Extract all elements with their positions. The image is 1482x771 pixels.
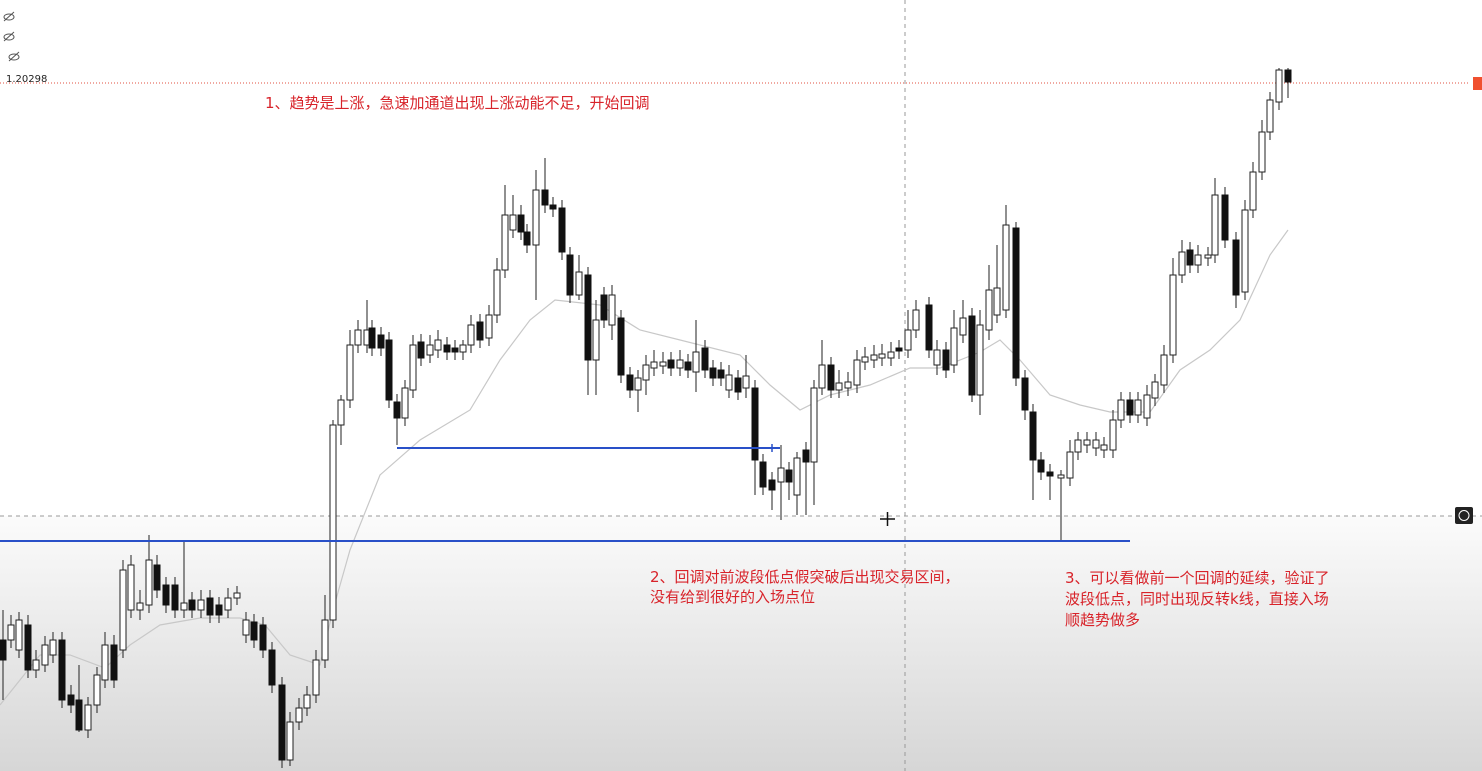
- price-tag: [1473, 77, 1482, 90]
- annotation-line: 没有给到很好的入场点位: [650, 588, 815, 606]
- cursor: [880, 512, 895, 526]
- price-label: 1.20298: [6, 74, 47, 85]
- candle-bodies-down: [0, 69, 1292, 761]
- crosshair-button-icon: [1458, 510, 1470, 521]
- annotation-line: 波段低点，同时出现反转k线，直接入场: [1065, 590, 1329, 608]
- crosshair-button[interactable]: [1455, 507, 1473, 524]
- visibility-icons: [3, 11, 20, 62]
- annotation-line: 2、回调对前波段低点假突破后出现交易区间，: [650, 568, 960, 586]
- annotation-line: 1、趋势是上涨，急速加通道出现上涨动能不足，开始回调: [265, 94, 650, 112]
- selection-shade: [0, 516, 1482, 771]
- annotation-line: 3、可以看做前一个回调的延续，验证了: [1065, 569, 1330, 587]
- candle-bodies-up: [7, 69, 1283, 761]
- moving-average: [0, 229, 1289, 706]
- annotation-line: 顺趋势做多: [1065, 611, 1140, 629]
